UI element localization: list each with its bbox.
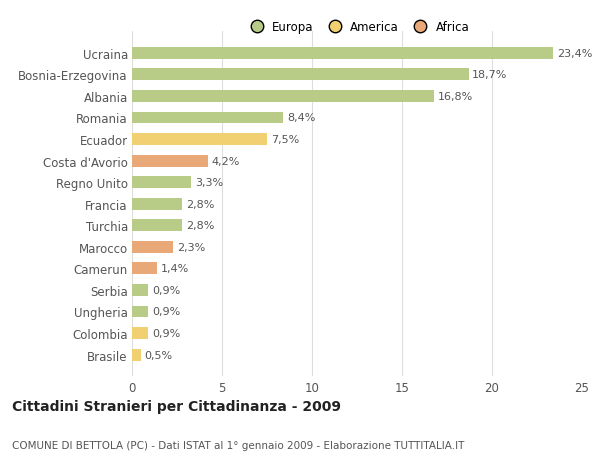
Bar	[132, 327, 148, 339]
Text: 23,4%: 23,4%	[557, 49, 592, 59]
Text: Cittadini Stranieri per Cittadinanza - 2009: Cittadini Stranieri per Cittadinanza - 2…	[12, 399, 341, 413]
Bar	[132, 112, 283, 124]
Bar	[132, 349, 141, 361]
Text: 4,2%: 4,2%	[211, 156, 239, 166]
Bar	[132, 198, 182, 210]
Bar	[132, 177, 191, 189]
Bar	[132, 263, 157, 274]
Text: 0,9%: 0,9%	[152, 328, 180, 338]
Text: 1,4%: 1,4%	[161, 264, 189, 274]
Text: COMUNE DI BETTOLA (PC) - Dati ISTAT al 1° gennaio 2009 - Elaborazione TUTTITALIA: COMUNE DI BETTOLA (PC) - Dati ISTAT al 1…	[12, 440, 464, 450]
Bar	[132, 306, 148, 318]
Text: 0,5%: 0,5%	[145, 350, 173, 360]
Legend: Europa, America, Africa: Europa, America, Africa	[242, 19, 472, 37]
Bar	[132, 91, 434, 103]
Text: 7,5%: 7,5%	[271, 135, 299, 145]
Text: 2,3%: 2,3%	[177, 242, 205, 252]
Text: 16,8%: 16,8%	[438, 92, 473, 102]
Text: 18,7%: 18,7%	[472, 70, 508, 80]
Bar	[132, 155, 208, 167]
Text: 0,9%: 0,9%	[152, 307, 180, 317]
Bar	[132, 69, 469, 81]
Text: 0,9%: 0,9%	[152, 285, 180, 295]
Bar	[132, 241, 173, 253]
Bar	[132, 285, 148, 296]
Text: 2,8%: 2,8%	[186, 199, 214, 209]
Text: 3,3%: 3,3%	[195, 178, 223, 188]
Bar	[132, 220, 182, 232]
Bar	[132, 48, 553, 60]
Text: 2,8%: 2,8%	[186, 221, 214, 231]
Bar	[132, 134, 267, 146]
Text: 8,4%: 8,4%	[287, 113, 315, 123]
